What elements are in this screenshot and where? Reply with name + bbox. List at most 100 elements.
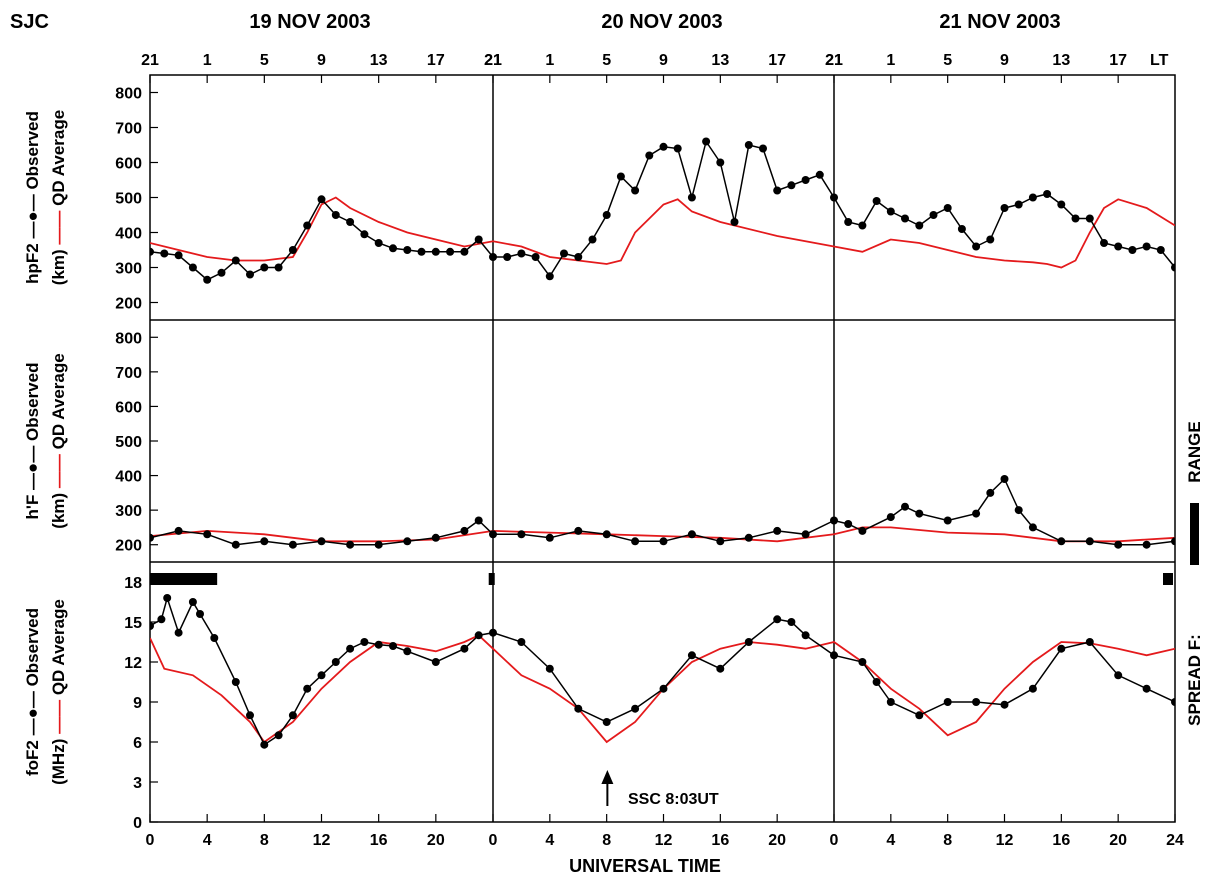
observed-point — [460, 247, 469, 256]
observed-point — [203, 530, 212, 539]
observed-point — [460, 644, 469, 653]
observed-point — [403, 246, 412, 254]
observed-point — [1057, 644, 1066, 653]
observed-point — [687, 530, 696, 539]
observed-point — [943, 204, 952, 212]
observed-point — [374, 640, 383, 649]
lt-tick-label: 9 — [1000, 52, 1009, 69]
observed-point — [702, 137, 711, 146]
observed-point — [260, 740, 269, 749]
observed-point — [687, 651, 696, 660]
legend-observed-marker: —●— — [23, 686, 42, 735]
observed-point — [417, 247, 426, 256]
observed-point — [972, 698, 981, 706]
legend-observed-marker: —●— — [23, 190, 42, 239]
observed-point — [360, 230, 369, 239]
observed-point — [317, 671, 326, 680]
observed-point — [196, 610, 204, 618]
observed-point — [303, 221, 312, 230]
observed-point — [801, 530, 810, 539]
lt-tick-label: 21 — [825, 52, 843, 69]
observed-point — [545, 272, 554, 281]
observed-point — [431, 658, 440, 666]
date-label-19nov: 19 NOV 2003 — [249, 11, 370, 33]
observed-point — [972, 242, 981, 251]
ut-tick-label: 24 — [1166, 832, 1184, 849]
observed-point — [1171, 263, 1175, 272]
observed-point — [631, 186, 640, 195]
observed-point — [403, 537, 412, 546]
legend-observed-text: Observed — [23, 608, 42, 686]
lt-tick-label: 17 — [427, 52, 445, 69]
y-axis-unit-label: (MHz) —— QD Average — [49, 599, 68, 785]
observed-point — [759, 144, 767, 153]
observed-point — [1057, 200, 1066, 209]
observed-point — [602, 211, 611, 219]
observed-point — [801, 631, 810, 640]
observed-point — [858, 221, 867, 230]
observed-point — [203, 275, 212, 284]
observed-point — [744, 638, 753, 646]
y-tick-label: 800 — [115, 330, 142, 347]
observed-point — [744, 533, 753, 542]
observed-point — [673, 144, 682, 153]
observed-point — [1028, 193, 1037, 202]
observed-point — [1000, 700, 1009, 709]
y-tick-label: 400 — [115, 226, 142, 243]
observed-point — [730, 218, 739, 226]
ut-tick-label: 4 — [545, 832, 554, 849]
observed-point — [317, 195, 326, 204]
ssc-annotation-label: SSC 8:03UT — [628, 791, 719, 808]
observed-point — [744, 141, 753, 149]
lt-tick-label: 1 — [203, 52, 212, 69]
spread-f-bar — [488, 573, 495, 585]
observed-point — [157, 615, 166, 624]
lt-tick-label: 17 — [1109, 52, 1127, 69]
y-tick-label: 700 — [115, 365, 142, 382]
observed-point — [288, 246, 297, 254]
observed-point — [150, 622, 154, 630]
observed-point — [986, 488, 995, 497]
station-label: SJC — [10, 11, 49, 33]
lt-tick-label: 13 — [711, 52, 729, 69]
ut-tick-label: 4 — [886, 832, 895, 849]
y-tick-label: 300 — [115, 503, 142, 520]
observed-point — [346, 540, 355, 549]
observed-point — [260, 537, 269, 546]
observed-point — [288, 540, 297, 549]
ut-tick-label: 8 — [260, 832, 269, 849]
y-tick-label: 700 — [115, 121, 142, 138]
observed-point — [659, 537, 668, 546]
lt-tick-label: 5 — [260, 52, 269, 69]
y-axis-unit-label: (km) —— QD Average — [49, 353, 68, 528]
observed-point — [1085, 214, 1094, 223]
observed-point — [645, 151, 654, 160]
observed-point — [616, 172, 625, 181]
observed-point — [915, 711, 924, 720]
observed-point — [274, 263, 283, 272]
observed-point — [231, 678, 240, 686]
observed-point — [972, 509, 981, 518]
observed-point — [659, 142, 668, 151]
observed-point — [431, 247, 440, 256]
y-tick-label: 9 — [133, 695, 142, 712]
observed-point — [246, 270, 254, 279]
observed-point — [150, 533, 154, 542]
observed-point — [274, 731, 283, 740]
observed-point — [929, 211, 938, 219]
ut-tick-label: 20 — [427, 832, 445, 849]
observed-point — [1014, 200, 1023, 209]
observed-point — [901, 502, 909, 511]
y-tick-label: 400 — [115, 469, 142, 486]
observed-point — [815, 170, 824, 179]
x-axis-title: UNIVERSAL TIME — [569, 856, 721, 876]
observed-point — [1171, 537, 1175, 546]
plot-frame — [149, 74, 1176, 823]
y-tick-label: 500 — [115, 191, 142, 208]
observed-point — [303, 684, 312, 693]
observed-point — [915, 509, 924, 518]
observed-point — [188, 598, 197, 606]
observed-point — [858, 526, 867, 535]
observed-point — [1114, 671, 1123, 680]
observed-point — [460, 526, 469, 535]
